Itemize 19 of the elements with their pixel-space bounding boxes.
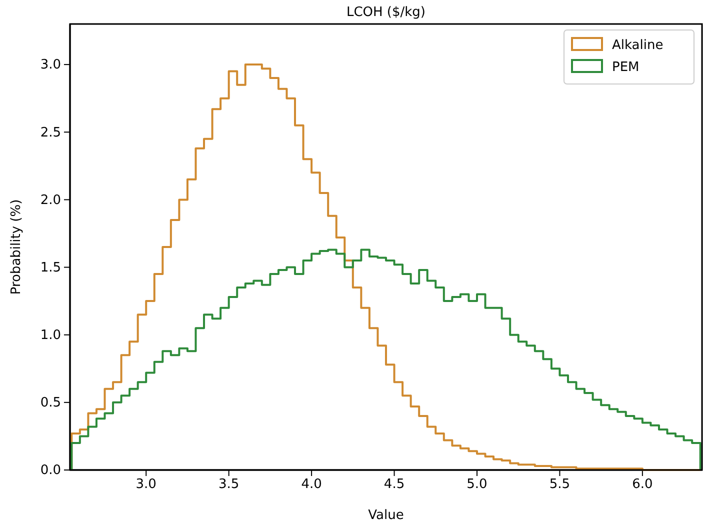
y-tick-label: 2.0 [40,192,61,208]
x-tick-label: 4.0 [301,477,322,492]
y-tick-label: 3.0 [40,58,61,73]
y-axis-title: Probability (%) [9,199,24,295]
x-tick-label: 5.5 [549,477,570,492]
x-tick-label: 6.0 [632,477,653,492]
y-tick-label: 0.0 [40,463,61,478]
legend-label: Alkaline [612,38,664,53]
y-tick-label: 1.0 [40,328,61,344]
x-tick-label: 5.0 [466,477,488,492]
y-tick-label: 2.5 [40,125,61,140]
chart-title: LCOH ($/kg) [346,5,426,20]
legend-label: PEM [612,60,640,75]
x-axis-title: Value [368,508,404,523]
y-tick-label: 1.5 [40,260,61,276]
y-tick-label: 0.5 [40,396,61,411]
x-tick-label: 3.0 [136,477,156,492]
x-tick-label: 3.5 [218,477,240,492]
x-tick-label: 4.5 [384,477,405,492]
